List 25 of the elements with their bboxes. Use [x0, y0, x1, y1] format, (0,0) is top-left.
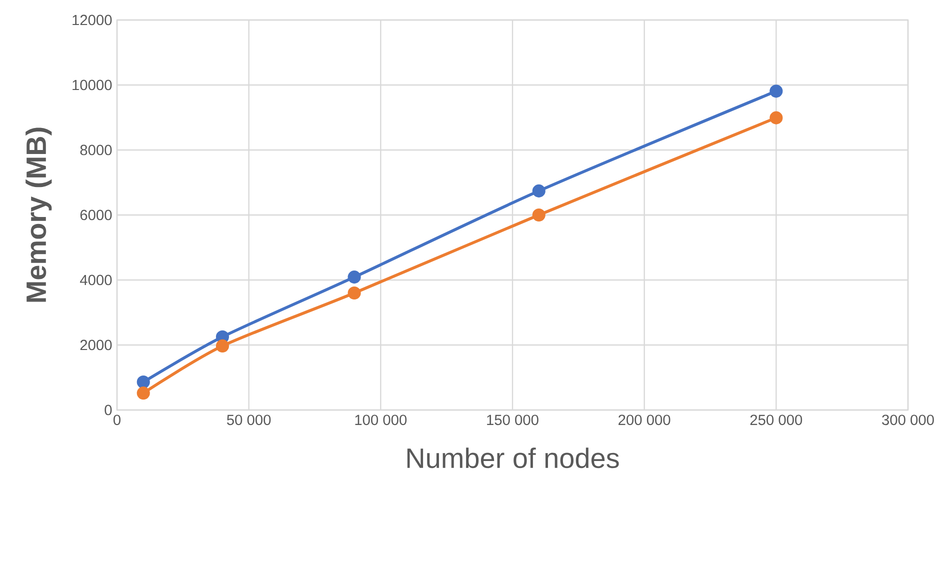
point [770, 84, 783, 98]
point [216, 339, 230, 352]
x-tick-label: 50 000 [226, 414, 271, 426]
y-tick-label: 4000 [80, 274, 112, 286]
point [136, 386, 150, 400]
y-tick-label: 10000 [72, 80, 112, 90]
y-tick-label: 0 [104, 404, 112, 416]
x-tick-label: 0 [113, 414, 120, 426]
point [532, 184, 546, 198]
point [136, 376, 150, 389]
y-tick-label: 2000 [80, 340, 112, 350]
y-tick-label: 6000 [80, 210, 112, 220]
x-tick-label: 300 000 [882, 414, 934, 426]
x-tick-label: 150 000 [487, 414, 538, 426]
x-tick-label: 200 000 [618, 414, 670, 426]
point [348, 270, 361, 284]
y-axis-title: Memory (MB) [26, 128, 52, 302]
point [532, 208, 546, 222]
x-axis-title: Number of nodes [407, 448, 619, 468]
y-tick-label: 8000 [80, 144, 112, 156]
x-tick-label: 250 000 [750, 414, 802, 426]
y-tick-label: 12000 [72, 14, 112, 26]
point [348, 286, 361, 300]
point [770, 111, 783, 124]
x-tick-label: 100 000 [355, 414, 407, 426]
